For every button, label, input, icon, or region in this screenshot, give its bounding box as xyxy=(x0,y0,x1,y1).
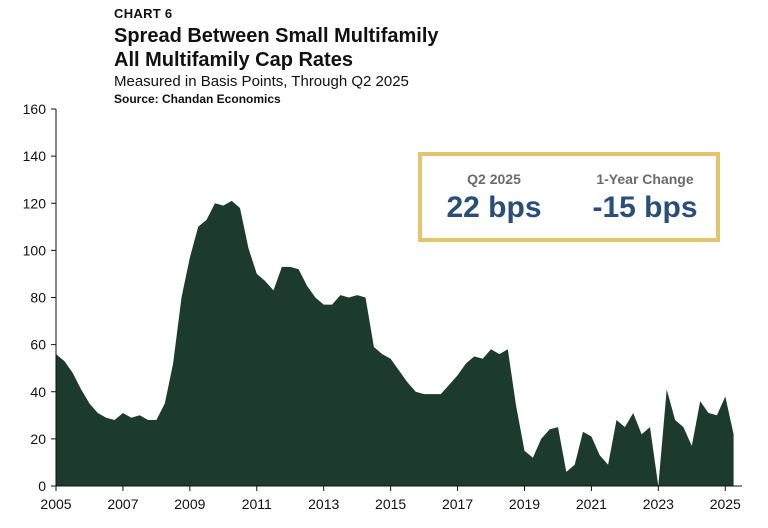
kpi-change-value: -15 bps xyxy=(592,191,698,224)
plot-area: 0 20 40 60 80 100 120 140 160 2005 2007 2009 2011 201… xyxy=(23,101,742,512)
x-tick-label: 2023 xyxy=(643,496,674,512)
chart-source: Source: Chandan Economics xyxy=(114,92,281,106)
x-tick-label: 2015 xyxy=(375,496,406,512)
y-tick-label: 60 xyxy=(30,337,46,353)
x-tick-label: 2017 xyxy=(442,496,473,512)
y-tick-label: 140 xyxy=(23,148,47,164)
series-area xyxy=(56,200,734,486)
y-tick-label: 120 xyxy=(23,195,47,211)
y-tick-label: 0 xyxy=(38,478,46,494)
kpi-change: 1-Year Change -15 bps xyxy=(572,170,718,226)
y-tick-label: 100 xyxy=(23,242,47,258)
x-tick-label: 2005 xyxy=(40,496,71,512)
chart-title-line1: Spread Between Small Multifamily xyxy=(114,25,439,47)
chart-header: CHART 6 Spread Between Small Multifamily… xyxy=(114,6,439,107)
y-tick-label: 160 xyxy=(23,101,47,117)
kpi-change-label: 1-Year Change xyxy=(596,171,694,187)
y-tick-label: 40 xyxy=(30,384,46,400)
chart-title-line2: All Multifamily Cap Rates xyxy=(114,49,353,71)
x-tick-label: 2013 xyxy=(308,496,339,512)
x-tick-label: 2021 xyxy=(576,496,607,512)
y-tick-label: 80 xyxy=(30,290,46,306)
y-tick-label: 20 xyxy=(30,431,46,447)
x-tick-label: 2009 xyxy=(174,496,205,512)
x-tick-label: 2011 xyxy=(242,496,272,512)
kpi-box: Q2 2025 22 bps 1-Year Change -15 bps xyxy=(418,152,720,242)
kpi-q2-label: Q2 2025 xyxy=(467,171,521,187)
x-tick-label: 2019 xyxy=(509,496,540,512)
chart-subtitle: Measured in Basis Points, Through Q2 202… xyxy=(114,73,409,90)
x-tick-label: 2025 xyxy=(710,496,741,512)
kpi-q2-value: 22 bps xyxy=(446,191,542,224)
kpi-q2: Q2 2025 22 bps xyxy=(430,170,558,226)
x-tick-label: 2007 xyxy=(107,496,138,512)
chart-number: CHART 6 xyxy=(114,6,173,21)
